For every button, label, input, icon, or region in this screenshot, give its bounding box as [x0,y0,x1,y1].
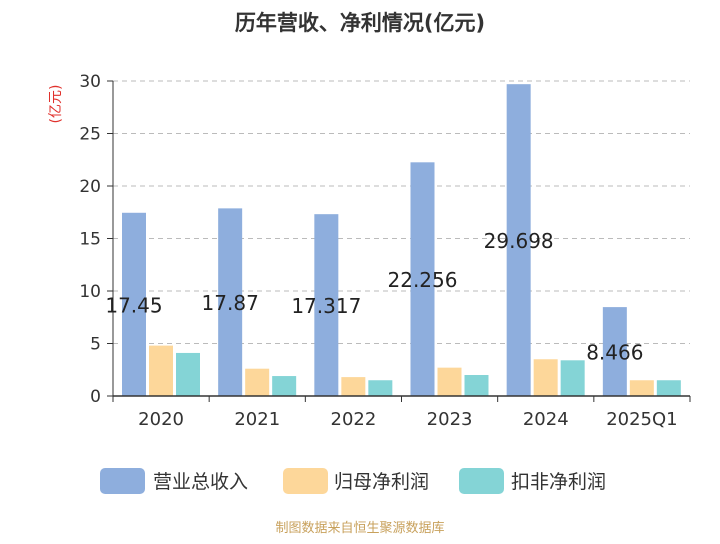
data-labels: 17.45 17.87 17.317 22.256 29.698 8.466 [105,229,643,364]
y-tick-label: 15 [79,230,101,250]
source-footer: 制图数据来自恒生聚源数据库 [275,520,444,536]
bar-series-1-2023[interactable] [437,367,462,396]
legend-label[interactable]: 归母净利润 [334,471,429,493]
legend-label[interactable]: 扣非净利润 [511,471,606,493]
y-tick-label: 10 [79,282,101,302]
bar-series-1-2021[interactable] [245,368,270,396]
y-tick-label: 0 [90,387,101,407]
legend-swatch[interactable] [459,468,504,494]
bar-series-0-2025Q1[interactable] [602,307,627,396]
x-tick-label: 2025Q1 [606,409,677,430]
bar-series-2-2023[interactable] [464,375,489,396]
bar-series-0-2020[interactable] [122,212,146,396]
data-label: 17.87 [202,291,259,315]
x-tick-label: 2022 [331,409,377,430]
gridlines [113,80,690,344]
x-tick-label: 2024 [523,409,569,430]
x-tick-label: 2021 [234,409,280,430]
legend-swatch[interactable] [283,468,328,494]
bar-series-1-2025Q1[interactable] [629,380,654,396]
bar-series-0-2022[interactable] [314,214,339,396]
bar-series-0-2023[interactable] [410,162,435,396]
legend[interactable]: 营业总收入 归母净利润 扣非净利润 [100,468,606,494]
bar-series-1-2024[interactable] [533,359,558,396]
bar-series-0-2024[interactable] [506,84,531,397]
bar-series-2-2021[interactable] [272,376,297,396]
data-label: 17.317 [291,294,361,318]
y-axis-label: (亿元) [48,85,64,124]
bar-series-1-2022[interactable] [341,377,366,396]
bar-series-2-2025Q1[interactable] [656,380,681,396]
x-axis: 2020 2021 2022 2023 2024 2025Q1 [112,395,691,430]
bar-series-2-2024[interactable] [560,360,585,396]
y-tick-label: 25 [79,125,101,145]
chart-title: 历年营收、净利情况(亿元) [235,11,485,35]
x-tick-label: 2020 [138,409,184,430]
bar-series-2-2022[interactable] [368,380,393,396]
bar-series-2-2020[interactable] [176,352,200,396]
y-tick-label: 30 [79,72,101,92]
bars [122,84,681,397]
y-axis: 0 5 10 15 20 25 30 [79,72,114,407]
data-label: 17.45 [105,293,162,317]
data-label: 8.466 [586,341,643,365]
data-label: 29.698 [484,229,554,253]
legend-label[interactable]: 营业总收入 [153,471,248,493]
bar-series-1-2020[interactable] [149,345,173,396]
y-tick-label: 20 [79,177,101,197]
data-label: 22.256 [388,268,458,292]
bar-series-0-2021[interactable] [218,208,243,396]
x-tick-label: 2023 [427,409,473,430]
y-tick-label: 5 [90,335,101,355]
legend-swatch[interactable] [100,468,145,494]
